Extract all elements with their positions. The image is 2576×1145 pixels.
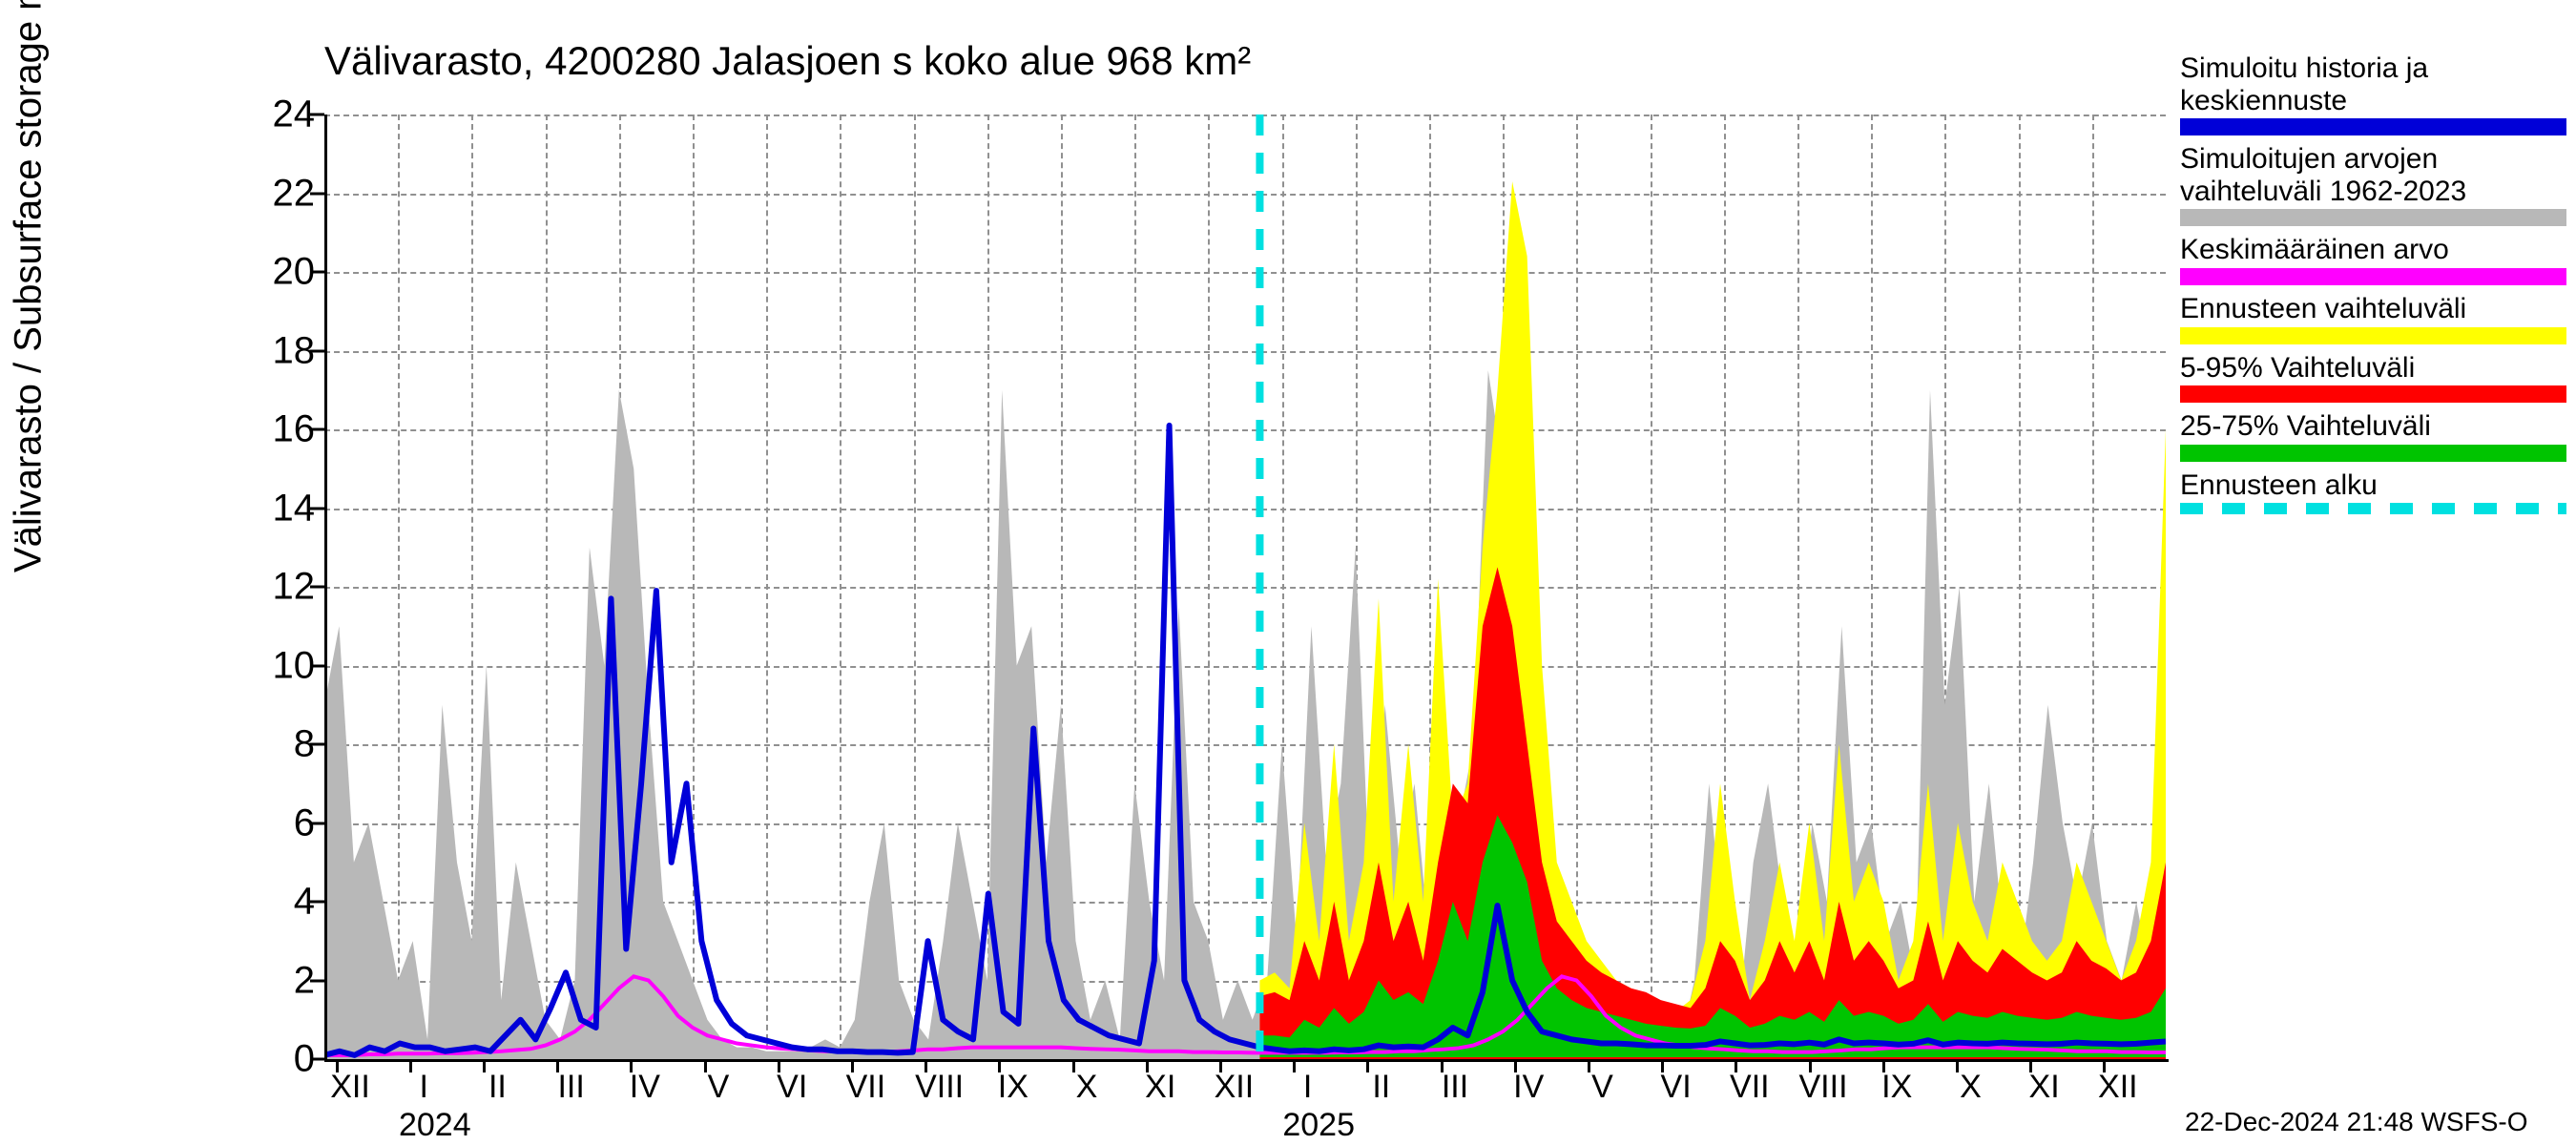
xtick-label: X [1076,1069,1098,1106]
xtick-label: IV [1513,1069,1544,1106]
xtick-label: XI [2029,1069,2060,1106]
xtick-label: IX [1881,1069,1912,1106]
xtick-label: XII [2098,1069,2138,1106]
legend-entry: Keskimääräinen arvo [2180,234,2566,285]
xtick-label: IX [998,1069,1028,1106]
xtick-label: III [1442,1069,1468,1106]
legend-swatch [2180,503,2566,514]
xyear-label: 2025 [1282,1107,1355,1144]
ytick-label: 18 [273,329,316,372]
legend-swatch [2180,445,2566,462]
ytick-label: 12 [273,566,316,609]
xtick-label: VIII [915,1069,964,1106]
xyear-label: 2024 [399,1107,471,1144]
xtick-label: II [1372,1069,1390,1106]
legend-swatch [2180,268,2566,285]
timestamp: 22-Dec-2024 21:48 WSFS-O [2185,1107,2528,1137]
legend-entry: Ennusteen vaihteluväli [2180,293,2566,344]
ytick-label: 2 [294,959,315,1002]
xtick-label: I [1303,1069,1312,1106]
xtick-label: X [1960,1069,1982,1106]
legend-entry: 25-75% Vaihteluväli [2180,410,2566,462]
ytick-label: 20 [273,251,316,294]
ytick-label: 10 [273,644,316,687]
ytick-label: 6 [294,802,315,844]
ytick-label: 24 [273,94,316,136]
ytick-label: 16 [273,408,316,451]
legend: Simuloitu historia ja keskiennuste Simulo… [2180,52,2566,522]
ytick-label: 4 [294,881,315,924]
plot-area [324,114,2169,1062]
xtick-label: V [708,1069,730,1106]
legend-entry: 5-95% Vaihteluväli [2180,352,2566,404]
legend-label: Simuloitujen arvojen vaihteluväli 1962-2… [2180,143,2566,207]
xtick-label: VIII [1799,1069,1848,1106]
xtick-label: VII [1730,1069,1770,1106]
legend-swatch [2180,385,2566,403]
xtick-label: VI [1661,1069,1692,1106]
ytick-label: 22 [273,172,316,215]
xtick-label: III [557,1069,584,1106]
ytick-label: 14 [273,487,316,530]
legend-label: Ennusteen alku [2180,469,2566,502]
xtick-label: IV [630,1069,660,1106]
xtick-label: I [419,1069,427,1106]
ytick-label: 8 [294,723,315,766]
legend-label: 5-95% Vaihteluväli [2180,352,2566,385]
legend-label: Simuloitu historia ja keskiennuste [2180,52,2566,116]
legend-entry: Simuloitujen arvojen vaihteluväli 1962-2… [2180,143,2566,226]
legend-entry: Simuloitu historia ja keskiennuste [2180,52,2566,135]
legend-swatch [2180,327,2566,344]
y-axis-label: Välivarasto / Subsurface storage mm [8,0,51,572]
legend-label: Ennusteen vaihteluväli [2180,293,2566,325]
chart-title: Välivarasto, 4200280 Jalasjoen s koko al… [324,38,1251,84]
xtick-label: XI [1145,1069,1175,1106]
xtick-label: XII [1215,1069,1255,1106]
xtick-label: VII [846,1069,886,1106]
xtick-label: XII [330,1069,370,1106]
xtick-label: VI [777,1069,807,1106]
xtick-label: V [1591,1069,1613,1106]
legend-swatch [2180,118,2566,135]
legend-label: 25-75% Vaihteluväli [2180,410,2566,443]
chart-container: Välivarasto, 4200280 Jalasjoen s koko al… [0,0,2576,1145]
legend-label: Keskimääräinen arvo [2180,234,2566,266]
ytick-label: 0 [294,1038,315,1081]
xtick-label: II [488,1069,507,1106]
legend-swatch [2180,209,2566,226]
legend-entry: Ennusteen alku [2180,469,2566,515]
